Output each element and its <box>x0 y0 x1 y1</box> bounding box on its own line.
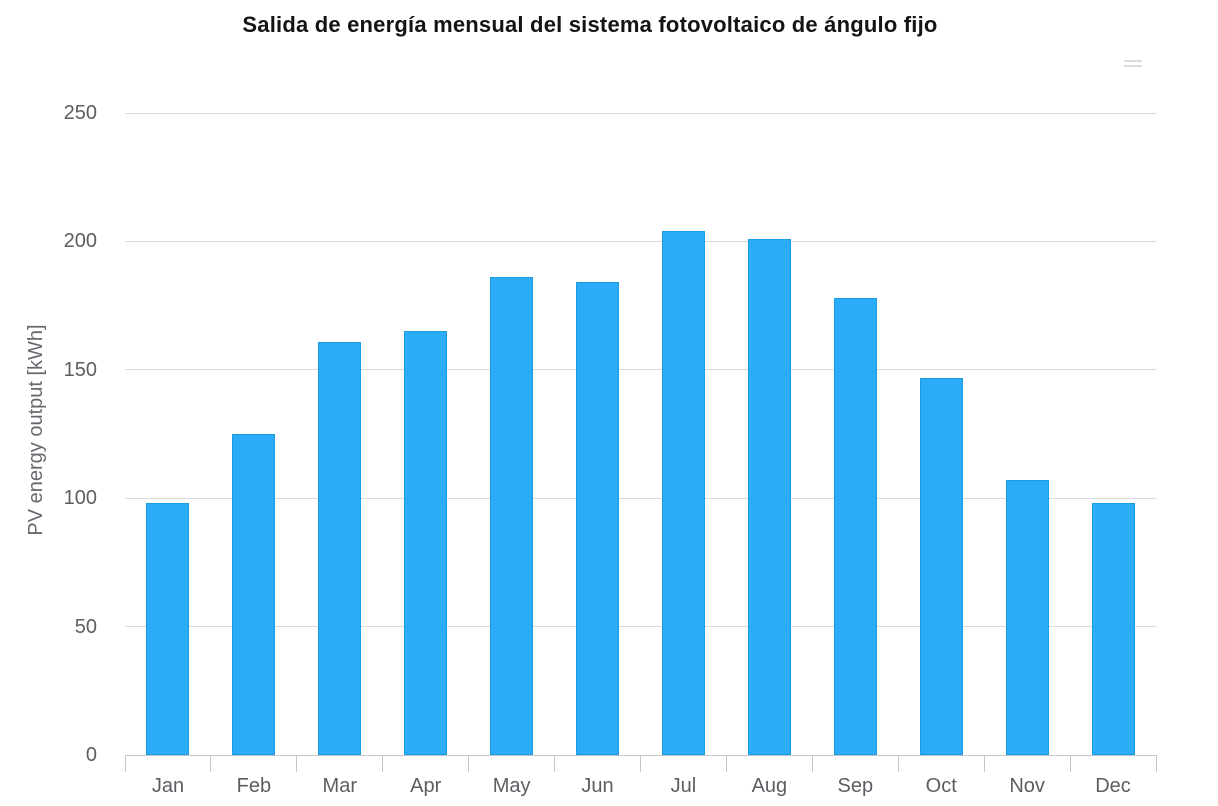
x-axis-tick <box>640 755 641 772</box>
x-axis-tick <box>811 755 813 772</box>
x-label-apr: Apr <box>410 775 442 797</box>
x-label-mar: Mar <box>322 775 357 797</box>
bar-aug[interactable] <box>747 238 791 755</box>
x-label-jul: Jul <box>670 775 697 797</box>
x-label-dec: Dec <box>1095 775 1131 797</box>
gridline-250 <box>125 112 1156 114</box>
bar-sep[interactable] <box>833 297 877 755</box>
bar-oct[interactable] <box>919 377 963 755</box>
bar-jan[interactable] <box>146 503 190 755</box>
gridline-150 <box>125 369 1156 371</box>
x-axis-tick <box>296 755 298 772</box>
y-tick-label-100: 100 <box>63 487 97 510</box>
x-label-may: May <box>492 775 531 797</box>
bar-dec[interactable] <box>1091 503 1135 755</box>
x-axis-tick <box>897 755 899 772</box>
bar-jul[interactable] <box>661 231 705 755</box>
bar-mar[interactable] <box>318 341 362 755</box>
y-tick-label-150: 150 <box>63 358 97 381</box>
y-axis-title: PV energy output [kWh] <box>25 324 47 536</box>
bar-feb[interactable] <box>232 434 276 755</box>
x-axis-tick <box>210 755 212 772</box>
x-label-oct: Oct <box>925 775 957 797</box>
chart-title: Salida de energía mensual del sistema fo… <box>242 12 938 37</box>
x-label-nov: Nov <box>1009 775 1045 797</box>
x-axis-tick <box>1155 755 1157 772</box>
x-label-jan: Jan <box>151 775 185 797</box>
y-tick-label-0: 0 <box>85 744 97 766</box>
x-axis-tick <box>468 755 470 772</box>
bar-nov[interactable] <box>1005 480 1049 755</box>
y-tick-label-200: 200 <box>63 230 97 253</box>
y-tick-label-50: 50 <box>74 615 97 638</box>
x-axis-tick <box>382 755 384 772</box>
faint-corner-mark <box>1124 60 1142 70</box>
bar-jun[interactable] <box>576 282 620 755</box>
x-label-aug: Aug <box>751 775 788 797</box>
bar-may[interactable] <box>490 277 534 755</box>
x-label-jun: Jun <box>581 775 614 797</box>
gridline-100 <box>125 497 1156 499</box>
x-axis-tick <box>1069 755 1071 772</box>
bar-apr[interactable] <box>404 331 448 755</box>
y-tick-label-250: 250 <box>63 102 97 124</box>
x-label-feb: Feb <box>236 775 272 797</box>
gridline-200 <box>125 240 1156 242</box>
x-axis-tick <box>554 755 556 772</box>
x-axis-tick <box>124 755 126 772</box>
x-axis-tick <box>983 755 985 772</box>
x-label-sep: Sep <box>837 775 874 797</box>
x-axis-tick <box>725 755 727 772</box>
gridline-50 <box>125 626 1156 628</box>
